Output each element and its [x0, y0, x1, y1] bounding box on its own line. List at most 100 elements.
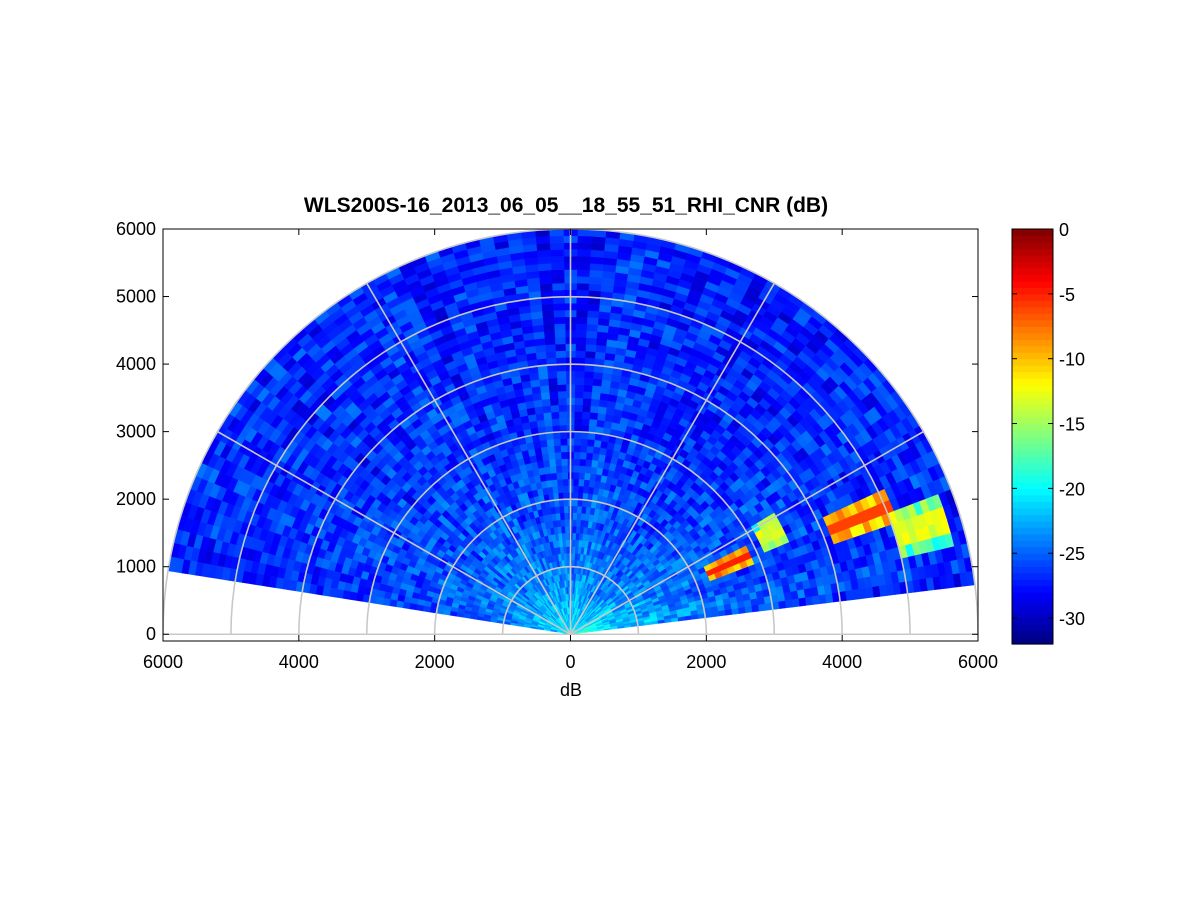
data-cell [572, 512, 578, 520]
data-cell [583, 384, 593, 393]
colorbar-swatch [1012, 611, 1053, 619]
data-cell [589, 256, 604, 265]
data-cell [572, 471, 580, 480]
data-cell [592, 371, 604, 380]
data-cell [548, 459, 556, 467]
data-cell [564, 525, 569, 534]
data-cell [588, 283, 602, 292]
data-cell [576, 249, 592, 257]
data-cell [579, 451, 587, 460]
data-cell [539, 439, 548, 448]
data-cell [595, 419, 605, 428]
data-cell [596, 412, 606, 422]
data-cell [537, 263, 552, 272]
data-cell [536, 249, 551, 258]
data-cell [547, 445, 555, 454]
data-cell [553, 309, 566, 318]
data-cell [573, 465, 580, 473]
data-cell [586, 323, 598, 332]
data-cell [554, 330, 566, 338]
data-cell [539, 283, 553, 292]
data-cell [581, 404, 591, 413]
data-cell [543, 418, 553, 427]
data-cell [409, 603, 418, 611]
data-cell [578, 465, 586, 474]
data-cell [564, 532, 570, 541]
data-cell [577, 485, 584, 494]
data-cell [541, 310, 555, 319]
data-cell [584, 350, 596, 359]
data-cell [588, 479, 596, 488]
data-cell [555, 465, 563, 474]
colorbar-swatch [1012, 624, 1053, 632]
data-cell [555, 350, 566, 358]
data-cell [580, 506, 587, 514]
data-cell [548, 391, 559, 400]
colorbar-swatch [1012, 618, 1053, 626]
data-cell [549, 235, 564, 244]
data-cell [573, 417, 583, 426]
data-cell [559, 431, 568, 439]
data-cell [590, 242, 606, 251]
y-tick-label: 5000 [116, 287, 156, 307]
colorbar-swatch [1012, 631, 1053, 639]
data-cell [559, 505, 565, 514]
data-cell [542, 411, 552, 420]
data-cell [574, 357, 586, 365]
colorbar-swatch [1012, 566, 1053, 574]
x-tick-label: 0 [565, 652, 575, 672]
data-cell [537, 256, 552, 265]
data-cell [547, 452, 556, 461]
data-cell [580, 438, 588, 447]
data-cell [577, 492, 584, 500]
chart-title: WLS200S-16_2013_06_05__18_55_51_RHI_CNR … [304, 194, 828, 217]
data-cell [571, 559, 575, 568]
data-cell [442, 609, 451, 616]
data-cell [587, 486, 595, 495]
data-cell [541, 398, 551, 407]
data-cell [589, 473, 597, 482]
data-cell [551, 276, 565, 284]
data-cell [554, 343, 566, 352]
data-cell [572, 519, 577, 527]
data-cell [590, 391, 601, 400]
data-cell [588, 276, 603, 285]
data-cell [579, 445, 588, 453]
x-tick-label: 6000 [143, 652, 183, 672]
data-cell [594, 351, 606, 360]
data-cell [542, 405, 552, 414]
data-cell [542, 316, 555, 325]
data-cell [590, 466, 598, 475]
data-cell [557, 397, 567, 406]
data-cell [574, 377, 585, 385]
data-cell [558, 417, 568, 426]
colorbar-swatch [1012, 559, 1053, 567]
data-cell [571, 546, 576, 554]
colorbar-swatch [1012, 585, 1053, 593]
data-cell [538, 269, 552, 278]
data-cell [593, 439, 602, 448]
data-cell [588, 418, 598, 427]
data-cell [574, 390, 584, 399]
data-cell [535, 412, 545, 422]
data-cell [576, 276, 590, 284]
data-cell [550, 411, 560, 420]
data-cell [545, 350, 557, 359]
data-cell [575, 309, 588, 318]
data-cell [559, 438, 568, 446]
colorbar-swatch [1012, 572, 1053, 580]
data-cell [395, 600, 405, 609]
data-cell [563, 512, 569, 520]
x-tick-label: 4000 [279, 652, 319, 672]
data-cell [577, 242, 592, 251]
data-cell [553, 323, 566, 331]
data-cell [538, 276, 553, 285]
data-cell [415, 604, 425, 612]
colorbar-swatch [1012, 598, 1053, 606]
data-cell [573, 424, 582, 433]
data-cell [533, 337, 546, 347]
data-cell [758, 603, 767, 612]
data-cell [539, 385, 550, 394]
data-cell [592, 446, 601, 455]
data-cell [563, 505, 569, 514]
